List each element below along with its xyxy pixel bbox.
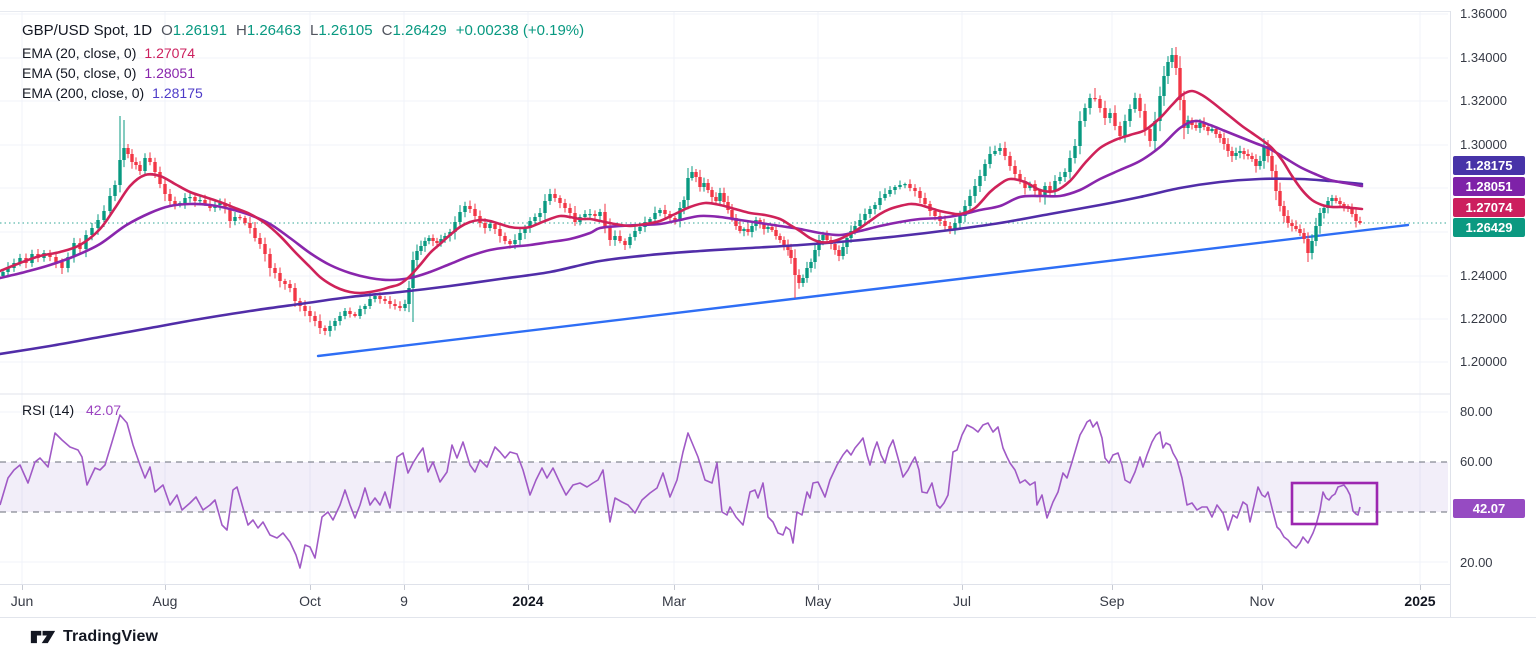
time-axis-tick [818,585,819,590]
rsi-rectangle-drawing[interactable] [1290,481,1379,526]
time-axis-label: May [804,593,832,609]
time-axis-label: Jul [953,593,971,609]
indicator-label: EMA (50, close, 0) [22,65,137,81]
gridlines [0,11,1448,584]
symbol-legend: GBP/USD Spot, 1D O1.26191 H1.26463 L1.26105… [22,21,584,103]
axis-price-badge: 1.27074 [1453,197,1525,217]
change-value: +0.00238 (+0.19%) [455,22,585,39]
indicator-value: 1.28051 [144,65,195,81]
time-axis-pane[interactable]: Jun Aug Oct 9 2024 Mar May Jul Sep Nov 2025 [0,584,1450,618]
ema-20-line[interactable] [0,89,1364,295]
open-letter: O [161,22,173,39]
rsi-value: 42.07 [86,402,122,418]
time-axis-tick [22,585,23,590]
low-letter: L [310,22,319,39]
time-axis-tick [674,585,675,590]
time-axis-label: 2024 [512,593,544,609]
chart-canvas[interactable] [0,0,1450,617]
low-value: 1.26105 [318,22,373,39]
chart-top-border [0,11,1536,12]
indicator-legend-row[interactable]: EMA (50, close, 0) 1.28051 [22,63,584,83]
time-axis-tick [1112,585,1113,590]
bottom-strip: TradingView [0,617,1536,658]
rsi-line[interactable] [0,414,1361,569]
axis-label: 1.22000 [1460,311,1507,326]
tradingview-logo-text: TradingView [63,628,159,645]
rsi-legend[interactable]: RSI (14) 42.07 [22,402,121,418]
time-axis-tick [962,585,963,590]
indicator-label: EMA (20, close, 0) [22,45,137,61]
ema-200-line[interactable] [0,177,1364,356]
time-axis-label: Jun [10,593,34,609]
trendline-drawing[interactable] [316,223,1410,358]
time-axis-label: Oct [299,593,321,609]
axis-label: 80.00 [1460,404,1493,419]
time-axis-tick [1420,585,1421,590]
close-letter: C [381,22,393,39]
axis-label: 1.34000 [1460,50,1507,65]
time-axis-label: Nov [1249,593,1275,609]
indicator-label: EMA (200, close, 0) [22,85,145,101]
time-axis-label: 9 [400,593,408,609]
high-letter: H [235,22,247,39]
time-axis-tick [528,585,529,590]
tradingview-logo[interactable]: TradingView [30,628,158,646]
time-axis-label: Aug [152,593,178,609]
axis-price-badge: 1.28175 [1453,155,1525,175]
axis-label: 60.00 [1460,454,1493,469]
open-value: 1.26191 [172,22,227,39]
time-axis-tick [404,585,405,590]
axis-price-badge: 1.26429 [1453,217,1525,237]
axis-price-badge: 1.28051 [1453,176,1525,196]
axis-label: 1.30000 [1460,137,1507,152]
indicator-legend-rows: EMA (20, close, 0) 1.27074 EMA (50, close,… [22,43,584,103]
axis-label: 1.32000 [1460,93,1507,108]
indicator-legend-row[interactable]: EMA (20, close, 0) 1.27074 [22,43,584,63]
axis-label: 1.20000 [1460,354,1507,369]
price-axis-pane[interactable]: 1.36000 1.34000 1.32000 1.30000 1.24000 1.220… [1450,7,1536,617]
rsi-label: RSI (14) [22,402,75,418]
rsi-band [0,461,1448,513]
symbol-title[interactable]: GBP/USD Spot, 1D [22,22,153,39]
indicator-legend-row[interactable]: EMA (200, close, 0) 1.28175 [22,83,584,103]
tradingview-logo-icon [30,630,56,644]
time-axis-tick [310,585,311,590]
axis-label: 20.00 [1460,555,1493,570]
time-axis-tick [165,585,166,590]
high-value: 1.26463 [246,22,302,39]
axis-label: 1.36000 [1460,6,1507,21]
time-axis-label: 2025 [1404,593,1436,609]
axis-price-badge: 42.07 [1453,498,1525,518]
close-value: 1.26429 [392,22,447,39]
time-axis-tick [1262,585,1263,590]
indicator-value: 1.28175 [152,85,203,101]
axis-label: 1.24000 [1460,268,1507,283]
indicator-value: 1.27074 [144,45,195,61]
time-axis-label: Mar [661,593,687,609]
time-axis-label: Sep [1099,593,1125,609]
